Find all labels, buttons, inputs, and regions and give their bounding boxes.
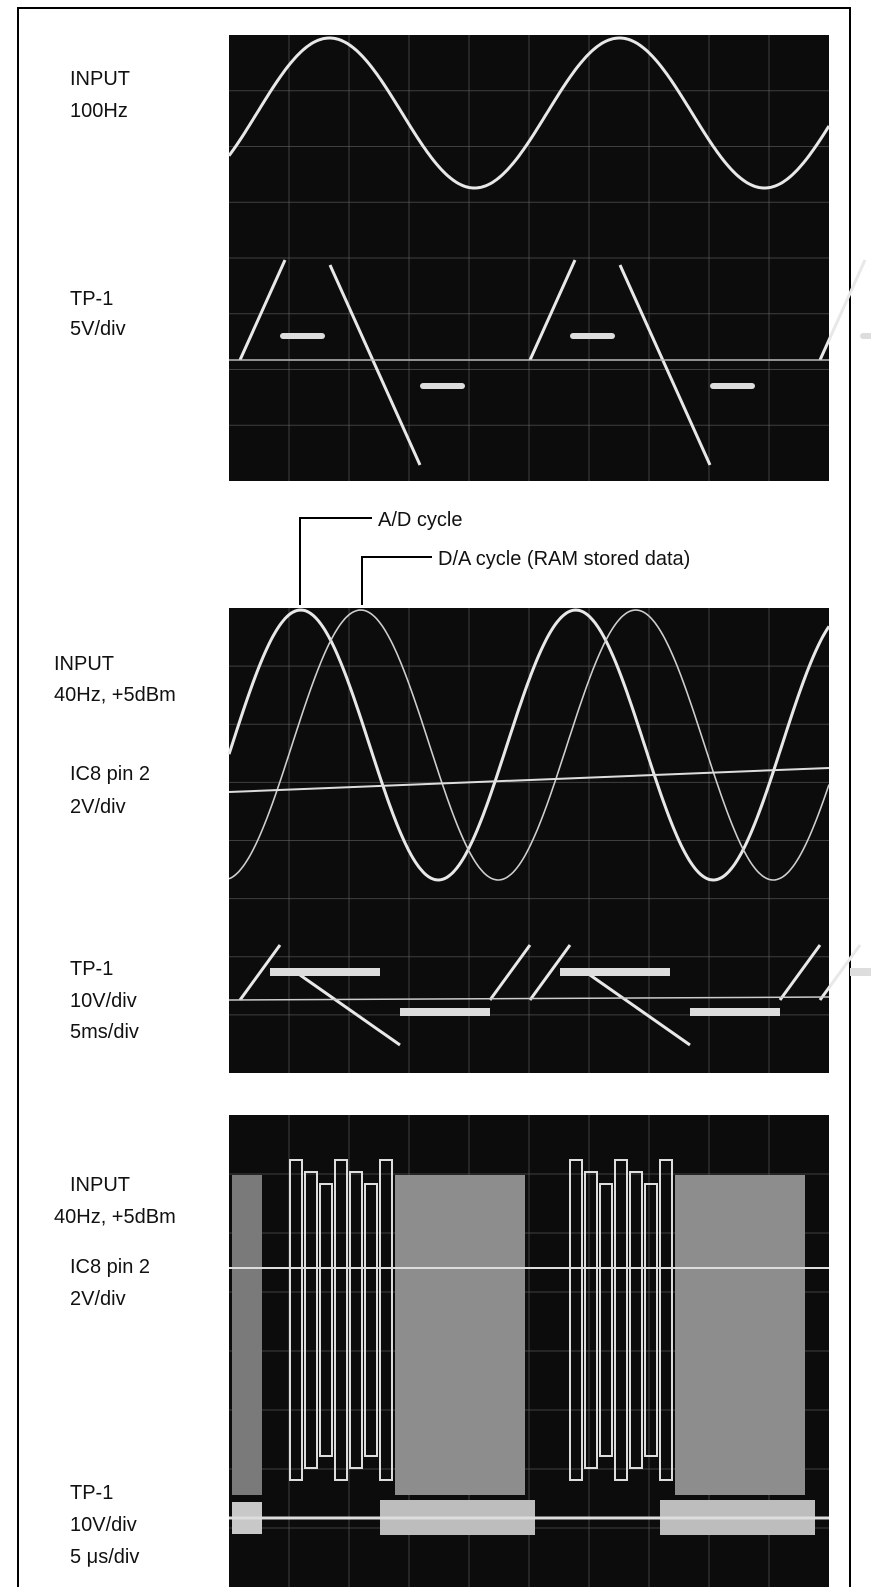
- page-border: [17, 7, 851, 1587]
- graticule: [229, 608, 829, 1073]
- waveform-step: [270, 968, 380, 976]
- waveform: [238, 944, 532, 1047]
- waveform: [528, 944, 822, 1047]
- waveform-step: [570, 333, 615, 339]
- bit-pattern: [319, 1183, 333, 1457]
- bit-pattern: [569, 1159, 583, 1481]
- bit-pattern: [599, 1183, 613, 1457]
- bit-block: [395, 1175, 525, 1495]
- label: 10V/div: [70, 990, 137, 1012]
- bit-pattern: [289, 1159, 303, 1481]
- waveform-step: [850, 968, 871, 976]
- waveform: [238, 259, 867, 466]
- bit-pattern: [644, 1183, 658, 1457]
- label: 5V/div: [70, 318, 126, 340]
- label: 5 μs/div: [70, 1546, 139, 1568]
- bit-pattern: [584, 1171, 598, 1469]
- bit-pattern: [304, 1171, 318, 1469]
- waveform-step: [400, 1008, 490, 1016]
- bit-pattern: [364, 1183, 378, 1457]
- leader-line: [299, 517, 372, 605]
- leader-line: [361, 556, 432, 605]
- bit-pattern: [379, 1159, 393, 1481]
- label: 10V/div: [70, 1514, 137, 1536]
- label: 40Hz, +5dBm: [54, 1206, 176, 1228]
- label: 5ms/div: [70, 1021, 139, 1043]
- waveform-step: [860, 333, 871, 339]
- waveform-step: [560, 968, 670, 976]
- waveform-step: [280, 333, 325, 339]
- waveform-step: [710, 383, 755, 389]
- label: 40Hz, +5dBm: [54, 684, 176, 706]
- bit-pattern: [614, 1159, 628, 1481]
- bit-pattern: [629, 1171, 643, 1469]
- label: 2V/div: [70, 1288, 126, 1310]
- annotation: D/A cycle (RAM stored data): [438, 548, 690, 570]
- waveform-step: [690, 1008, 780, 1016]
- label: IC8 pin 2: [70, 1256, 150, 1278]
- bit-pattern: [659, 1159, 673, 1481]
- trace: [228, 767, 830, 793]
- label: 2V/div: [70, 796, 126, 818]
- waveform: [818, 944, 862, 1001]
- graticule: [229, 35, 829, 481]
- label: TP-1: [70, 1482, 113, 1504]
- bit-block: [232, 1175, 262, 1495]
- bit-pattern: [349, 1171, 363, 1469]
- annotation: A/D cycle: [378, 509, 462, 531]
- label: TP-1: [70, 288, 113, 310]
- waveform: [228, 609, 830, 881]
- waveform-step: [420, 383, 465, 389]
- label: TP-1: [70, 958, 113, 980]
- label: INPUT: [70, 68, 130, 90]
- waveform: [227, 608, 831, 882]
- label: INPUT: [54, 653, 114, 675]
- trace: [228, 996, 830, 1001]
- bit-pattern: [334, 1159, 348, 1481]
- bit-block: [675, 1175, 805, 1495]
- waveform: [227, 36, 831, 190]
- label: IC8 pin 2: [70, 763, 150, 785]
- label: 100Hz: [70, 100, 128, 122]
- label: INPUT: [70, 1174, 130, 1196]
